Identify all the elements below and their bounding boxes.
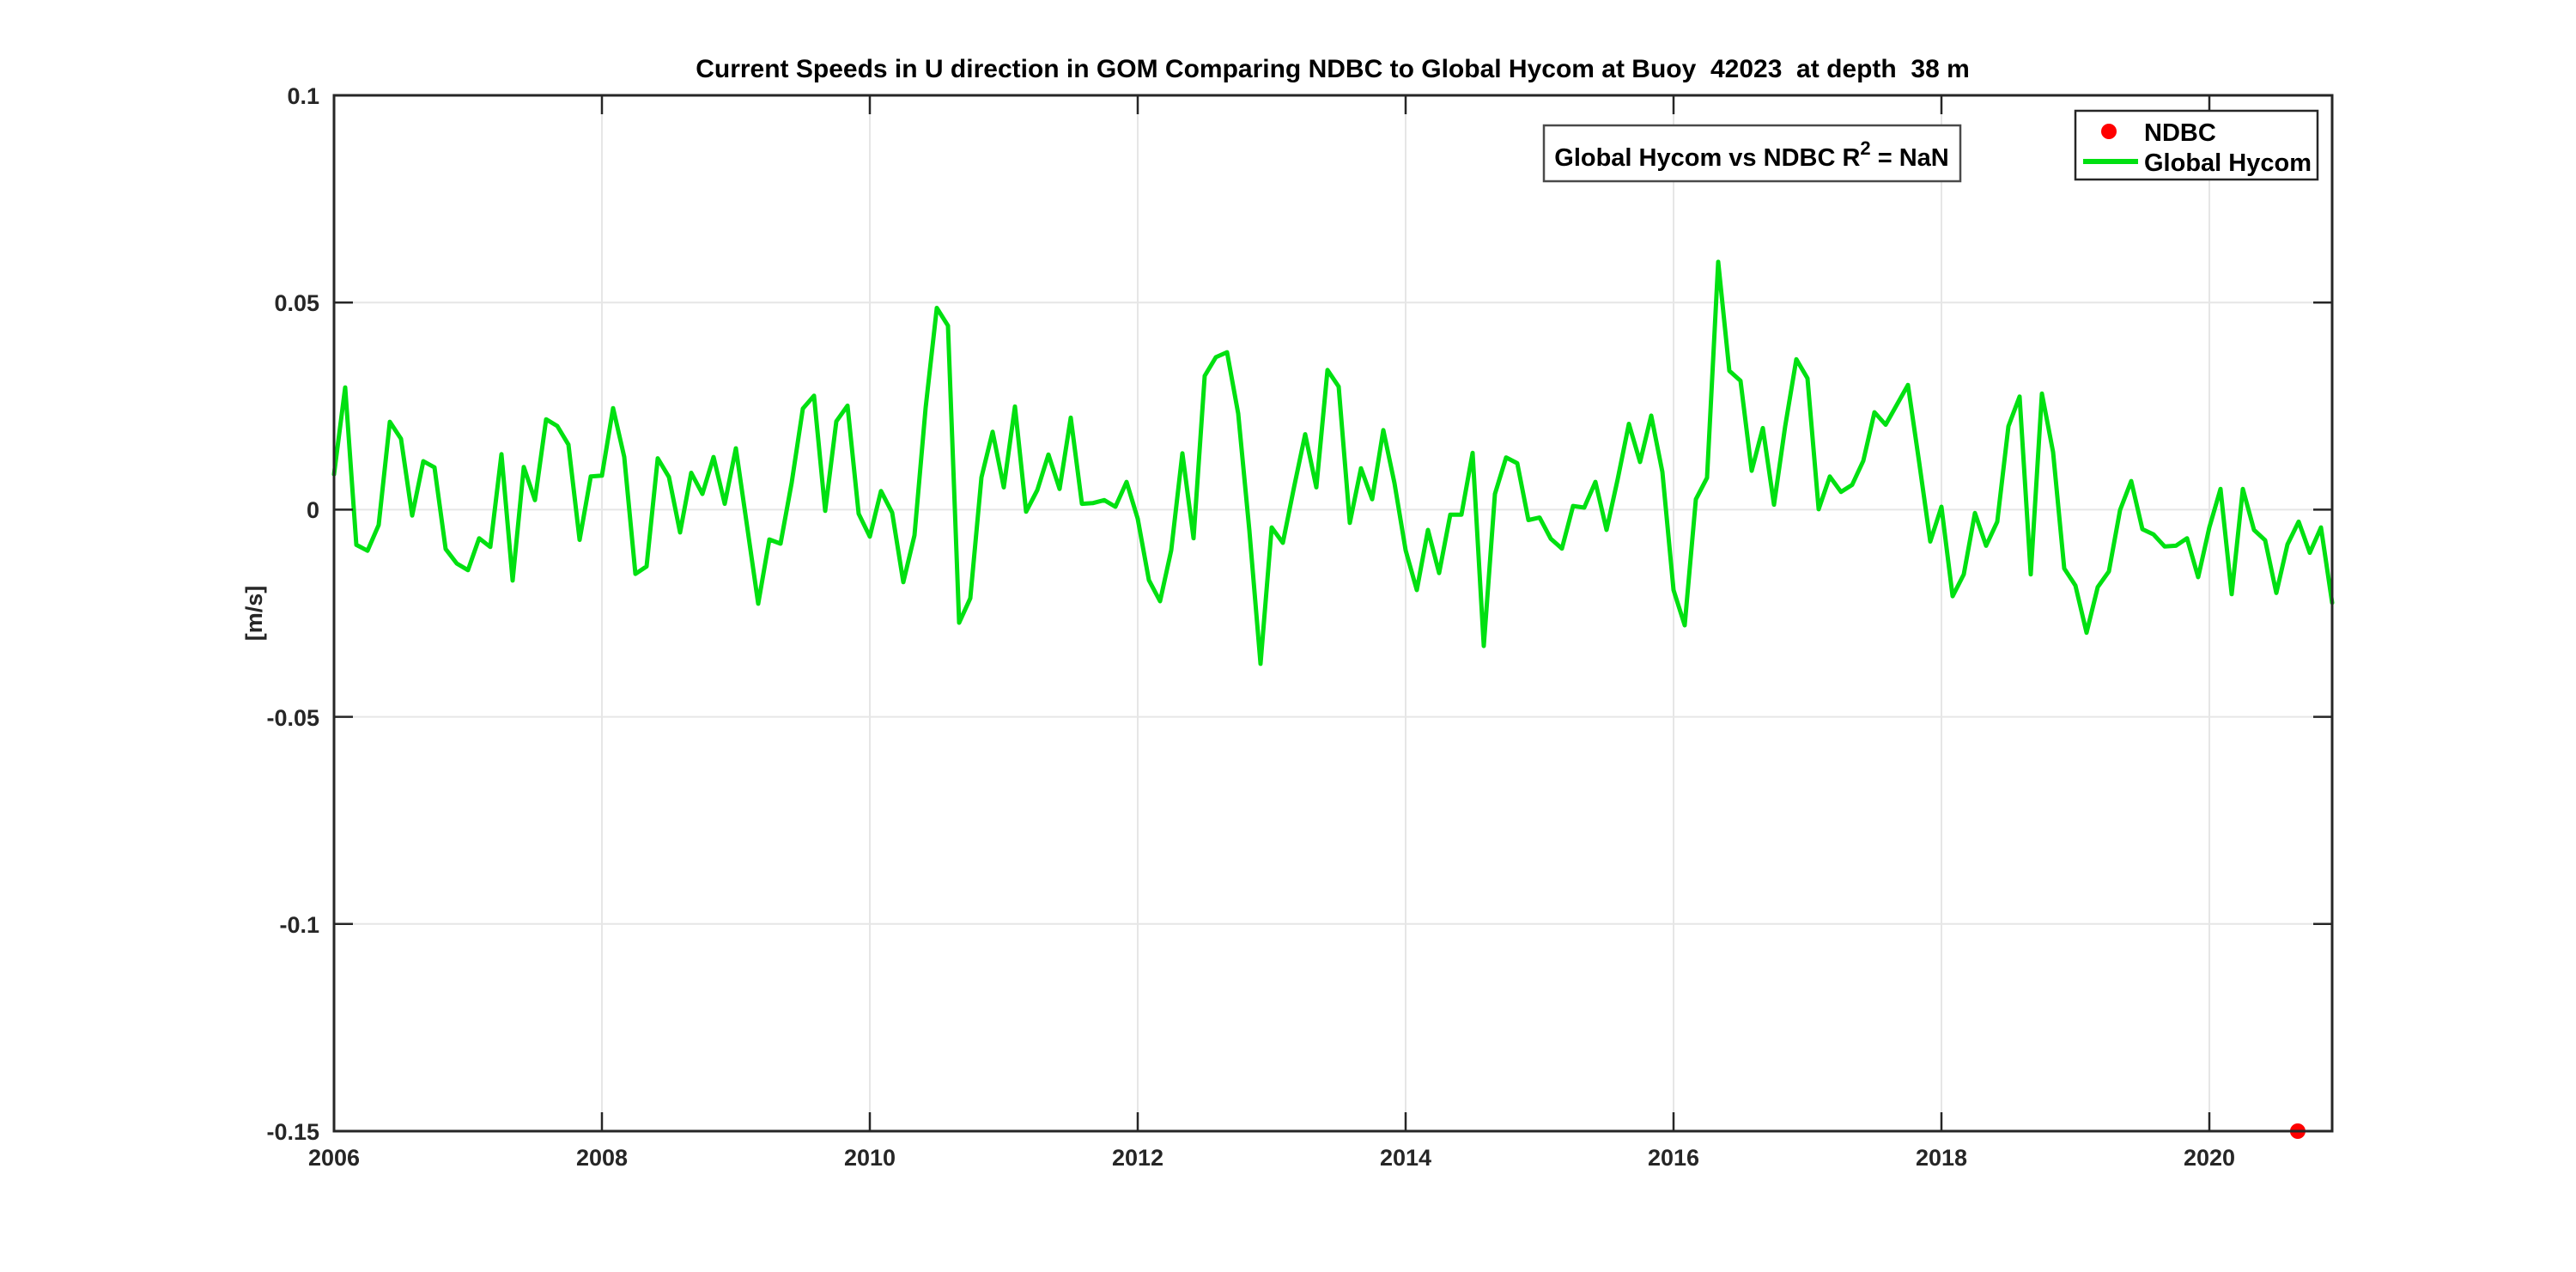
global-hycom-series-line	[331, 259, 2335, 666]
legend-item-global-hycom: Global Hycom	[2083, 149, 2312, 177]
x-tick-label: 2012	[1112, 1145, 1163, 1171]
y-tick-label: -0.05	[266, 705, 319, 731]
x-tick-label: 2010	[844, 1145, 896, 1171]
x-tick-label: 2016	[1648, 1145, 1699, 1171]
chart-title: Current Speeds in U direction in GOM Com…	[696, 55, 1970, 83]
legend-label-global-hycom: Global Hycom	[2144, 149, 2312, 177]
x-tick-label: 2006	[308, 1145, 360, 1171]
y-tick-label: 0	[307, 497, 319, 523]
y-tick-label: 0.05	[274, 290, 319, 316]
y-tick-label: -0.1	[279, 912, 319, 938]
annotation-prefix: Global Hycom vs NDBC R	[1554, 144, 1860, 172]
plot-border	[332, 94, 2334, 1133]
x-tick-label: 2014	[1380, 1145, 1431, 1171]
data-series	[331, 259, 2335, 1139]
annotation-box	[1542, 124, 1962, 183]
grid-lines	[333, 94, 2332, 1132]
legend-label-ndbc: NDBC	[2144, 119, 2216, 147]
x-tick-label: 2020	[2184, 1145, 2235, 1171]
x-tick-labels: 2006 2008 2010 2012 2014 2016 2018 2020	[308, 1145, 2235, 1171]
y-tick-label: -0.15	[266, 1119, 319, 1145]
y-tick-labels: 0.1 0.05 0 -0.05 -0.1 -0.15	[266, 83, 319, 1145]
legend-box	[2074, 109, 2319, 181]
annotation-suffix: = NaN	[1871, 144, 1949, 172]
y-tick-label: 0.1	[287, 83, 319, 109]
legend: NDBC Global Hycom	[2074, 109, 2319, 181]
axes-box	[332, 94, 2334, 1133]
legend-item-ndbc: NDBC	[2101, 119, 2216, 147]
ndbc-marker-icon	[2101, 124, 2117, 139]
y-axis-label: [m/s]	[241, 586, 267, 642]
r-squared-annotation: Global Hycom vs NDBC R2 = NaN	[1542, 124, 1962, 183]
annotation-text: Global Hycom vs NDBC R2 = NaN	[1554, 137, 1948, 172]
annotation-superscript: 2	[1860, 137, 1870, 159]
x-tick-label: 2018	[1916, 1145, 1967, 1171]
x-tick-label: 2008	[576, 1145, 628, 1171]
